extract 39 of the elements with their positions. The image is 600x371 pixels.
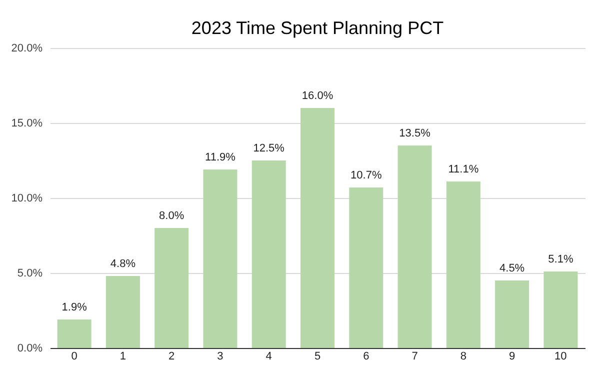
x-tick-label: 2 <box>168 350 175 362</box>
x-tick-label: 1 <box>120 350 126 362</box>
bar <box>106 276 140 348</box>
data-label: 4.8% <box>110 258 136 270</box>
data-label: 11.9% <box>205 152 236 164</box>
y-tick-label: 5.0% <box>17 268 43 280</box>
y-tick-label: 10.0% <box>11 192 43 204</box>
x-tick-label: 8 <box>460 350 466 362</box>
data-label: 1.9% <box>62 302 88 314</box>
bar <box>154 228 189 348</box>
x-tick-label: 7 <box>412 350 418 362</box>
data-label: 5.1% <box>548 254 574 266</box>
x-tick-label: 0 <box>71 350 78 362</box>
data-label: 13.5% <box>399 128 431 140</box>
x-tick-label: 6 <box>363 350 370 362</box>
y-tick-label: 0.0% <box>17 342 43 354</box>
data-label: 12.5% <box>253 142 285 154</box>
data-label: 11.1% <box>448 164 479 176</box>
data-label: 10.7% <box>350 170 382 182</box>
bar <box>349 188 384 348</box>
x-tick-label: 9 <box>508 350 516 362</box>
bar <box>495 280 530 348</box>
x-tick-label: 4 <box>266 350 272 362</box>
bar <box>446 182 480 348</box>
chart-title: 2023 Time Spent Planning PCT <box>191 18 444 38</box>
bar <box>300 108 334 348</box>
data-label: 8.0% <box>159 210 184 222</box>
bar <box>544 272 578 348</box>
y-tick-label: 15.0% <box>11 118 43 130</box>
x-tick-label: 10 <box>554 350 567 362</box>
x-tick-label: 3 <box>217 350 224 362</box>
bar <box>252 160 286 348</box>
data-label: 4.5% <box>500 262 525 274</box>
bar <box>203 170 238 348</box>
bar <box>398 146 432 348</box>
y-tick-label: 20.0% <box>11 42 43 54</box>
bar <box>57 320 92 348</box>
data-label: 16.0% <box>302 90 334 102</box>
x-tick-label: 5 <box>314 350 321 362</box>
